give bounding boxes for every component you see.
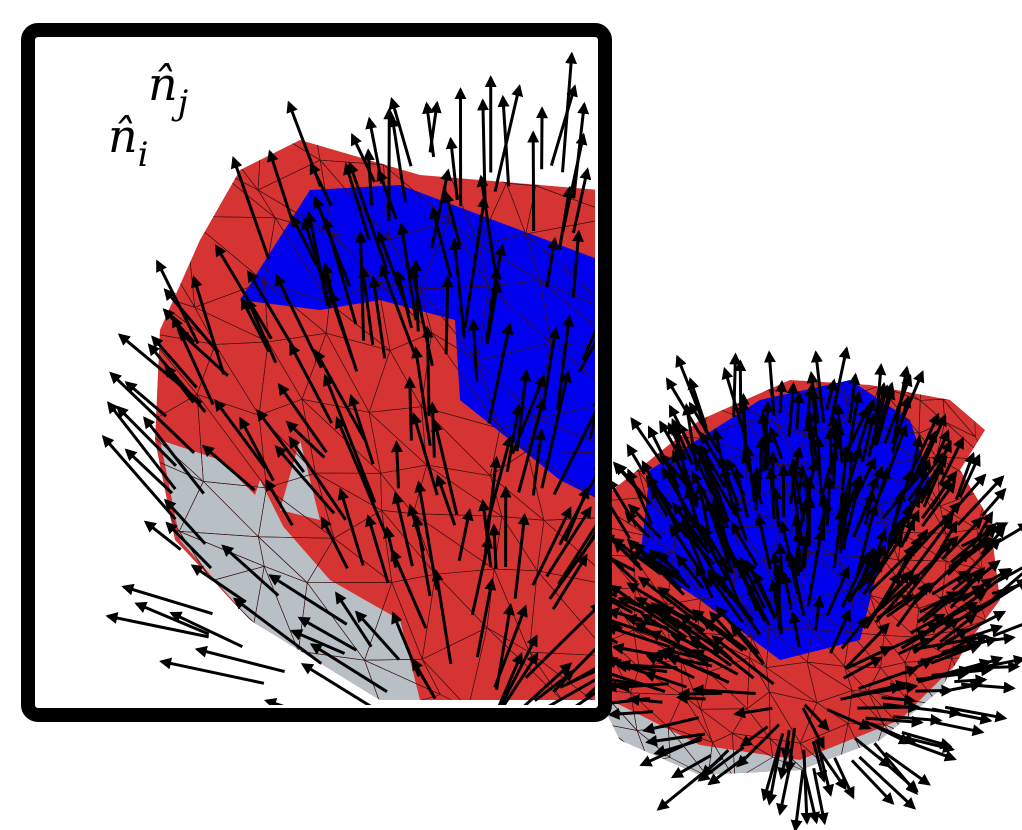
normal-arrow xyxy=(694,298,734,367)
normal-arrow xyxy=(651,276,684,328)
normal-arrow xyxy=(432,404,434,458)
figure: n̂j n̂i xyxy=(0,0,1022,830)
normal-arrow xyxy=(628,446,645,474)
mesh-triangle xyxy=(942,360,974,399)
mesh-triangle xyxy=(568,732,611,771)
mesh-triangle xyxy=(942,358,974,399)
normal-arrow xyxy=(767,433,769,467)
normal-arrow xyxy=(678,697,706,699)
normal-arrow xyxy=(608,258,645,319)
normal-arrow xyxy=(347,760,391,770)
normal-arrow xyxy=(612,105,635,179)
normal-arrow xyxy=(606,114,656,203)
normal-arrow xyxy=(528,769,619,785)
normal-arrow xyxy=(680,693,722,694)
normal-arrow xyxy=(674,196,689,248)
normal-arrow xyxy=(936,723,982,733)
page: n̂j n̂i (() => { const data = JSON.parse… xyxy=(0,0,1022,830)
mesh-triangle xyxy=(634,351,672,389)
normal-arrow xyxy=(503,787,543,825)
normal-arrow xyxy=(740,362,741,414)
normal-arrow xyxy=(577,770,646,777)
normal-arrow xyxy=(427,328,429,416)
normal-arrow xyxy=(319,734,370,738)
mesh-triangle xyxy=(729,350,785,390)
label-symbol: n̂ xyxy=(148,57,178,111)
normal-arrow xyxy=(741,303,784,353)
normal-arrow xyxy=(706,332,732,377)
normal-arrow xyxy=(724,268,766,353)
normal-arrow xyxy=(700,290,736,361)
normal-arrow xyxy=(795,769,803,829)
label-subscript: i xyxy=(138,135,149,175)
normal-arrow xyxy=(616,158,619,206)
mesh-triangle xyxy=(568,723,611,770)
label-symbol: n̂ xyxy=(108,109,138,163)
normal-arrow xyxy=(397,443,399,489)
normal-arrow xyxy=(410,379,412,441)
normal-arrow xyxy=(954,680,985,682)
mesh-triangle xyxy=(922,360,943,399)
mesh-triangle xyxy=(671,361,708,405)
normal-arrow xyxy=(675,211,721,273)
normal-arrow xyxy=(780,382,782,413)
normal-arrow xyxy=(662,178,692,263)
normal-arrow xyxy=(779,570,780,608)
normal-arrow xyxy=(639,135,669,206)
normal-arrow xyxy=(347,784,441,810)
normal-arrow xyxy=(875,743,917,793)
normal-arrow xyxy=(446,278,448,355)
normal-arrow xyxy=(633,186,683,291)
normal-arrow xyxy=(688,176,729,256)
normal-arrow xyxy=(830,429,831,469)
normal-arrow xyxy=(632,419,663,464)
normal-arrow xyxy=(651,300,705,393)
normal-arrow xyxy=(581,776,633,791)
mesh-triangle xyxy=(920,364,943,400)
